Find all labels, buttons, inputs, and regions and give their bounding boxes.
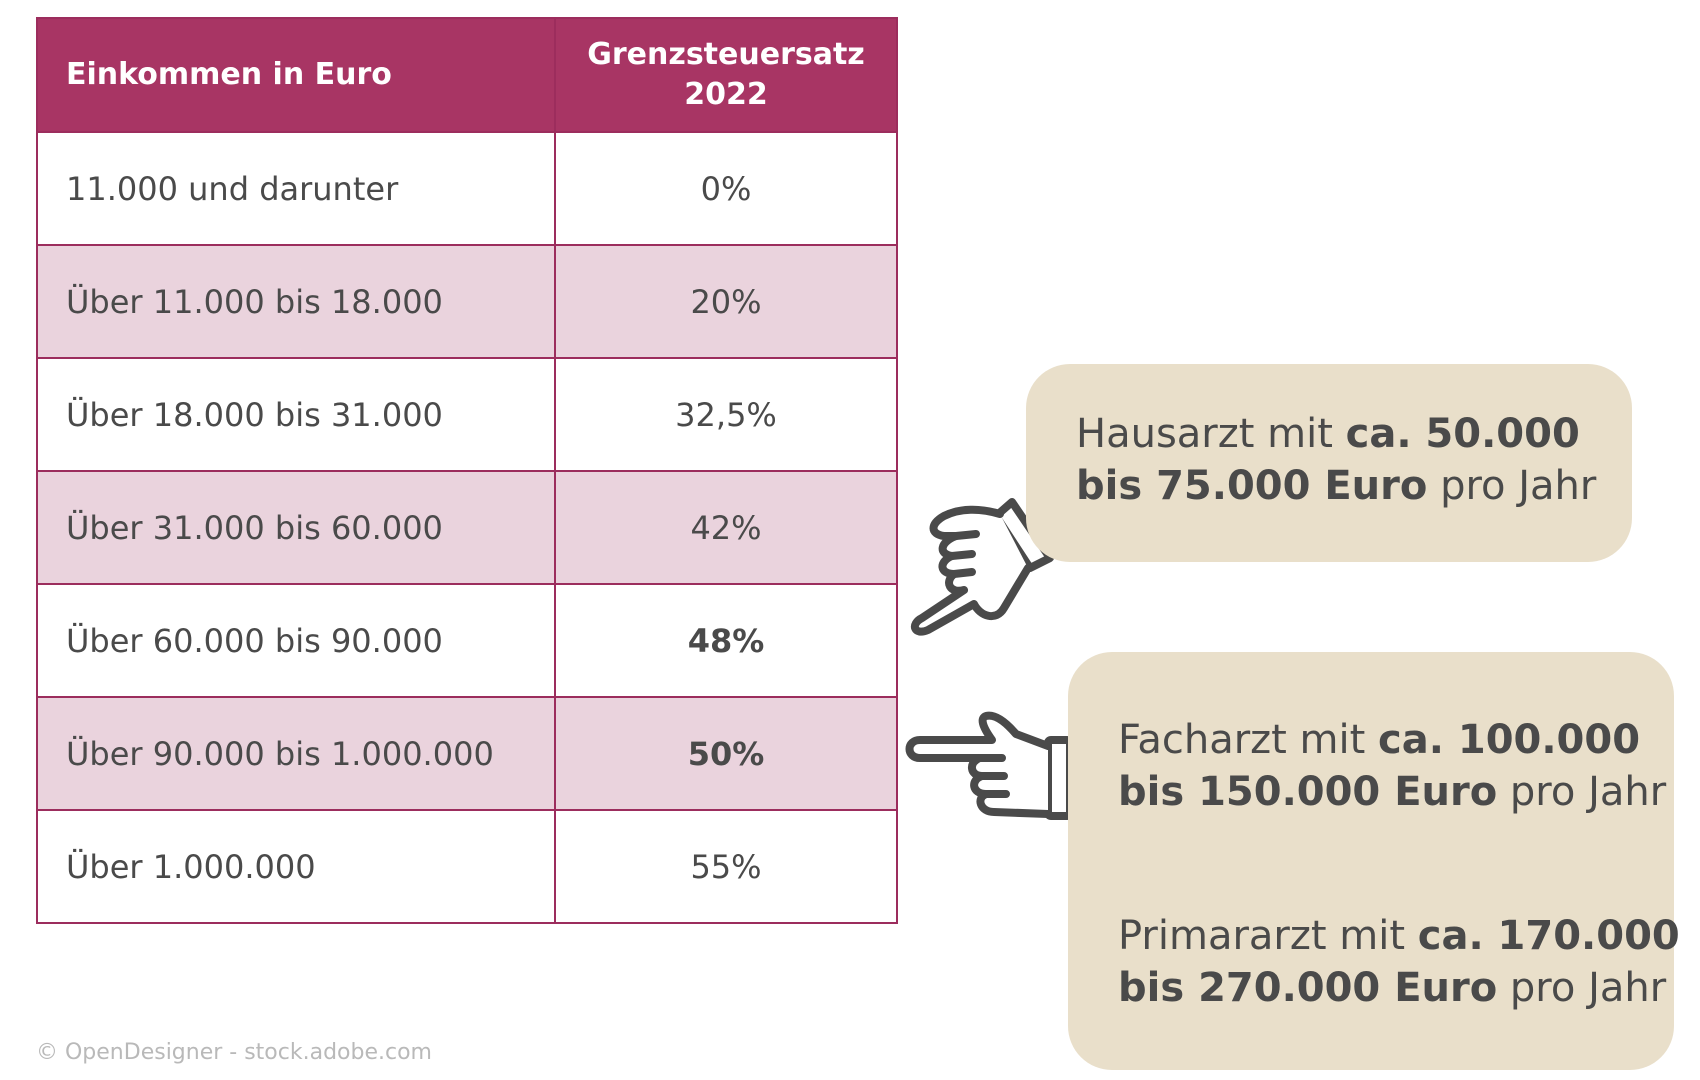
hausarzt-range-start: ca. 50.000 <box>1345 411 1580 457</box>
table-row: Über 11.000 bis 18.000 20% <box>36 244 898 359</box>
rate-cell: 42% <box>554 470 898 585</box>
income-cell: Über 60.000 bis 90.000 <box>36 583 556 698</box>
tax-rate-table: Einkommen in Euro Grenzsteuersatz 2022 1… <box>36 17 898 924</box>
table-row: Über 31.000 bis 60.000 42% <box>36 470 898 585</box>
income-cell: Über 1.000.000 <box>36 809 556 924</box>
rate-cell: 20% <box>554 244 898 359</box>
facharzt-range-end: bis 150.000 Euro <box>1118 769 1498 815</box>
rate-cell: 48% <box>554 583 898 698</box>
callout-primararzt-text: Primararzt mit ca. 170.000 bis 270.000 E… <box>1118 910 1680 1014</box>
hausarzt-per-year: pro Jahr <box>1427 463 1597 509</box>
facharzt-range-start: ca. 100.000 <box>1378 717 1641 763</box>
rate-cell: 50% <box>554 696 898 811</box>
primararzt-range-start: ca. 170.000 <box>1417 913 1680 959</box>
callout-facharzt-primararzt: Facharzt mit ca. 100.000 bis 150.000 Eur… <box>1068 652 1680 1070</box>
table-row: Über 60.000 bis 90.000 48% <box>36 583 898 698</box>
income-cell: Über 11.000 bis 18.000 <box>36 244 556 359</box>
table-header-row: Einkommen in Euro Grenzsteuersatz 2022 <box>36 17 898 133</box>
income-cell: 11.000 und darunter <box>36 131 556 246</box>
rate-cell: 55% <box>554 809 898 924</box>
primararzt-per-year: pro Jahr <box>1497 965 1667 1011</box>
primararzt-label: Primararzt mit <box>1118 913 1418 959</box>
hausarzt-label: Hausarzt mit <box>1076 411 1346 457</box>
rate-cell: 32,5% <box>554 357 898 472</box>
hausarzt-range-end: bis 75.000 Euro <box>1076 463 1428 509</box>
callout-hausarzt-text: Hausarzt mit ca. 50.000 bis 75.000 Euro … <box>1076 408 1596 512</box>
pointing-hand-left-icon <box>905 711 1074 820</box>
table-row: Über 90.000 bis 1.000.000 50% <box>36 696 898 811</box>
callout-hausarzt: Hausarzt mit ca. 50.000 bis 75.000 Euro … <box>1026 364 1632 562</box>
income-cell: Über 18.000 bis 31.000 <box>36 357 556 472</box>
table-row: 11.000 und darunter 0% <box>36 131 898 246</box>
income-cell: Über 31.000 bis 60.000 <box>36 470 556 585</box>
callout-facharzt-text: Facharzt mit ca. 100.000 bis 150.000 Eur… <box>1118 714 1666 818</box>
rate-cell: 0% <box>554 131 898 246</box>
header-rate: Grenzsteuersatz 2022 <box>554 17 898 133</box>
table-row: Über 18.000 bis 31.000 32,5% <box>36 357 898 472</box>
header-rate-line2: 2022 <box>684 77 768 112</box>
facharzt-per-year: pro Jahr <box>1497 769 1667 815</box>
primararzt-range-end: bis 270.000 Euro <box>1118 965 1498 1011</box>
income-cell: Über 90.000 bis 1.000.000 <box>36 696 556 811</box>
header-rate-line1: Grenzsteuersatz <box>587 37 865 72</box>
facharzt-label: Facharzt mit <box>1118 717 1379 763</box>
table-row: Über 1.000.000 55% <box>36 809 898 924</box>
image-credit: © OpenDesigner - stock.adobe.com <box>36 1040 432 1065</box>
header-income: Einkommen in Euro <box>36 17 556 133</box>
